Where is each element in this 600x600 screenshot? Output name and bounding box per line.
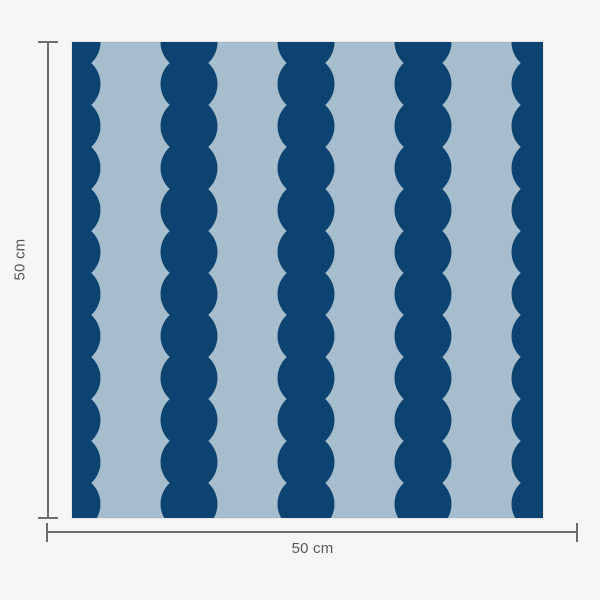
width-dimension-label: 50 cm xyxy=(291,540,334,557)
pattern-svg xyxy=(72,42,543,518)
height-dimension-cap-bottom xyxy=(38,517,58,519)
width-dimension-cap-right xyxy=(576,523,578,542)
height-dimension-cap-top xyxy=(38,41,58,43)
width-dimension-cap-left xyxy=(46,523,48,542)
height-dimension-line xyxy=(47,42,49,519)
height-dimension-label: 50 cm xyxy=(11,238,29,281)
swatch-motif xyxy=(72,42,543,518)
width-dimension-line xyxy=(47,531,578,533)
fabric-swatch xyxy=(72,42,543,518)
